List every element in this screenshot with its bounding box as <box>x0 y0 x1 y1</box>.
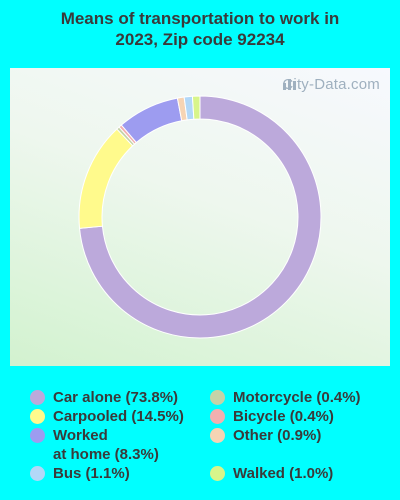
legend-label-other: Other (0.9%) <box>233 427 322 444</box>
legend-item-walked: Walked (1.0%) <box>210 464 333 483</box>
legend-item-other: Other (0.9%) <box>210 426 321 445</box>
city-data-logo-icon <box>283 79 297 90</box>
legend-item-motorcycle: Motorcycle (0.4%) <box>210 388 361 407</box>
legend-item-carpooled: Carpooled (14.5%) <box>30 407 184 426</box>
legend-label-carpooled: Carpooled (14.5%) <box>53 408 184 425</box>
donut-slice-worked-at-home <box>120 97 183 144</box>
chart-title-line1: Means of transportation to work in <box>60 9 340 28</box>
watermark-text: City-Data.com <box>282 76 380 93</box>
donut-slice-car-alone <box>78 95 322 339</box>
legend-item-bicycle: Bicycle (0.4%) <box>210 407 334 426</box>
legend-label-bicycle: Bicycle (0.4%) <box>233 408 334 425</box>
legend-label-worked-line1: Worked <box>53 427 108 444</box>
chart-plot-area: City-Data.com <box>10 68 390 366</box>
legend-swatch-carpooled <box>30 409 45 424</box>
chart-title: Means of transportation to work in 2023,… <box>0 8 400 50</box>
legend-swatch-motorcycle <box>210 390 225 405</box>
legend-swatch-worked-at-home <box>30 428 45 443</box>
legend-label-worked-line2: at home (8.3%) <box>53 446 159 463</box>
legend-label-bus: Bus (1.1%) <box>53 465 130 482</box>
legend-item-car-alone: Car alone (73.8%) <box>30 388 178 407</box>
legend-swatch-walked <box>210 466 225 481</box>
legend-item-bus: Bus (1.1%) <box>30 464 130 483</box>
legend-swatch-other <box>210 428 225 443</box>
donut-chart <box>78 95 322 339</box>
chart-title-line2: 2023, Zip code 92234 <box>115 30 285 49</box>
watermark: City-Data.com <box>282 76 380 93</box>
donut-slice-walked <box>191 95 201 120</box>
legend-label-car-alone: Car alone (73.8%) <box>53 389 179 406</box>
legend-swatch-car-alone <box>30 390 45 405</box>
donut-slice-carpooled <box>78 128 134 229</box>
legend-swatch-bicycle <box>210 409 225 424</box>
legend-label-motorcycle: Motorcycle (0.4%) <box>233 389 361 406</box>
legend-swatch-bus <box>30 466 45 481</box>
legend-label-walked: Walked (1.0%) <box>233 465 334 482</box>
legend-label-worked-at-home: Worked at home (8.3%) <box>53 426 159 464</box>
legend-item-worked-at-home: Worked at home (8.3%) <box>30 426 159 464</box>
